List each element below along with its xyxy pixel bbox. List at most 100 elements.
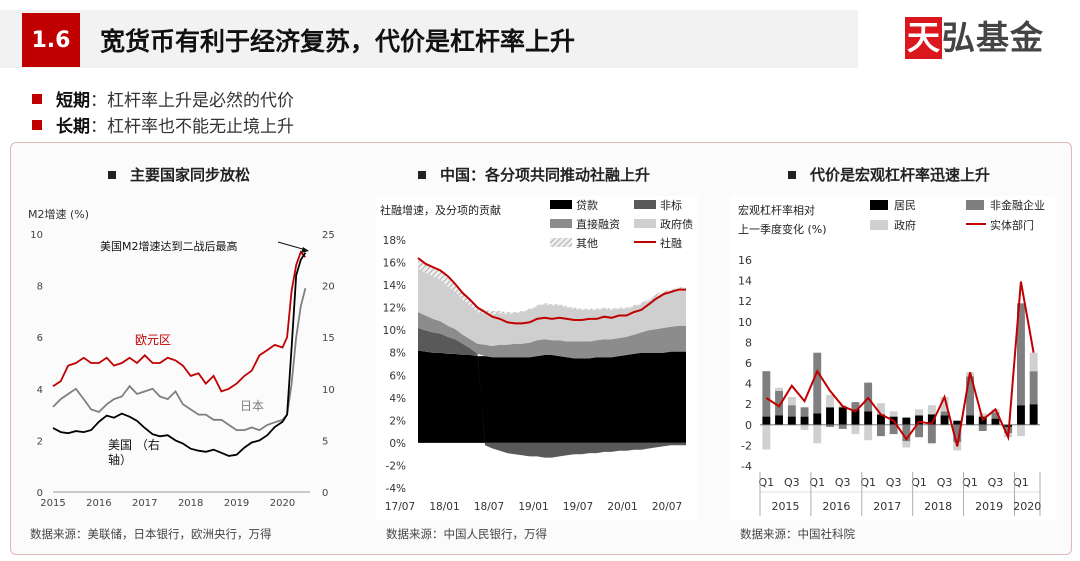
chart3-bar-government (813, 424, 822, 444)
chart3-x-tick: Q1 (860, 476, 876, 489)
chart3-bar-household (966, 415, 974, 425)
chart3-bar-household (787, 416, 796, 425)
chart2-legend-swatch (550, 200, 572, 209)
bullet-square-icon (32, 119, 42, 130)
title-square-icon (108, 170, 116, 179)
chart3-bar-government (1029, 352, 1038, 372)
chart2-y-tick: 12% (383, 303, 406, 315)
chart3-y-tick: -4 (741, 460, 752, 473)
chart3-legend-label: 居民 (894, 199, 916, 212)
chart3-bar-government (826, 394, 834, 408)
chart3-bar-corporate (1017, 303, 1025, 406)
chart2-x-tick: 19/01 (518, 501, 548, 513)
chart1-annotation-us-record: 美国M2增速达到二战后最高 (100, 239, 238, 253)
chart2-area-govt-bonds (418, 268, 686, 346)
page-title: 宽货币有利于经济复苏，代价是杠杆率上升 (100, 27, 576, 56)
chart3-bar-government (915, 409, 923, 416)
chart2-x-tick: 19/07 (563, 501, 593, 513)
chart3-legend-swatch (870, 220, 888, 230)
chart3-y-tick: 2 (745, 398, 752, 411)
chart2-x-tick: 20/07 (652, 501, 682, 513)
chart3-y-tick: 8 (745, 336, 752, 349)
chart2-x-tick: 18/07 (474, 501, 504, 513)
chart1-x-tick: 2017 (132, 498, 157, 509)
bullet-text: ：杠杆率也不能无止境上升 (90, 117, 294, 137)
chart3-bar-corporate (915, 424, 923, 438)
bullet-long-term: 长期 ：杠杆率也不能无止境上升 (32, 112, 294, 137)
chart3-bar-corporate (978, 424, 987, 431)
chart3-bar-government (877, 403, 885, 415)
chart2-area-direct-financing (418, 312, 686, 359)
chart2-y-tick: 4% (389, 393, 406, 405)
chart2-area-nonstandard (418, 327, 686, 458)
chart3-bar-government (1017, 424, 1025, 437)
chart3-y-tick: 10 (738, 316, 752, 329)
chart3-bar-corporate (927, 424, 936, 444)
chart3-year-label: 2020 (1013, 500, 1041, 513)
chart2-legend-swatch (550, 238, 572, 247)
chart1-x-tick: 2018 (178, 498, 203, 509)
chart1-label-us-line1: 美国 （右 (108, 437, 160, 452)
chart1-label-euro: 欧元区 (135, 333, 171, 347)
chart1-series-japan (52, 287, 307, 432)
chart1-series-euro (52, 250, 307, 393)
chart3-bar-corporate (826, 424, 834, 427)
chart1-left-tick: 4 (37, 385, 43, 396)
chart3-x-tick: Q3 (835, 476, 851, 489)
section-number: 1.6 (22, 13, 80, 67)
chart3-x-tick: Q1 (809, 476, 825, 489)
chart3-y-tick: 12 (738, 295, 752, 308)
chart3-bar-corporate (966, 376, 974, 416)
chart2-y-tick: 8% (389, 348, 406, 360)
chart3-bar-government (800, 424, 809, 430)
title-square-icon (788, 170, 796, 179)
chart2-legend-swatch (634, 219, 656, 228)
company-logo: 天 弘基金 (905, 14, 1044, 62)
chart2-social-financing: 社融增速，及分项的贡献 -4% -2% 0% 2% 4% 6% 8% 10% 12% 14% 16% 1… (376, 196, 698, 520)
chart3-bar-government (978, 413, 987, 417)
chart3-x-tick: Q1 (1013, 476, 1029, 489)
chart3-bar-household (826, 407, 834, 425)
chart3-background (730, 196, 1056, 520)
chart3-bar-household (877, 414, 885, 425)
chart2-y-tick: 6% (389, 370, 406, 382)
chart3-title: 代价是宏观杠杆率迅速上升 (788, 164, 990, 185)
chart3-y-tick: -2 (741, 439, 752, 452)
chart3-bar-household (1017, 405, 1025, 425)
chart2-x-tick: 18/01 (429, 501, 459, 513)
chart2-y-tick: 10% (383, 325, 406, 337)
chart3-bar-household (953, 420, 962, 425)
chart3-year-label: 2015 (771, 500, 799, 513)
chart3-bar-corporate (889, 424, 898, 435)
chart3-bar-household (775, 415, 783, 425)
chart3-legend-label: 实体部门 (990, 218, 1034, 232)
chart1-left-tick: 2 (37, 436, 43, 447)
chart2-source: 数据来源：中国人民银行，万得 (386, 527, 547, 541)
chart3-bar-corporate (813, 352, 822, 414)
chart3-x-tick: Q3 (886, 476, 902, 489)
chart1-m2-growth: M2增速 (%) 0 2 4 6 8 10 0 5 10 15 20 25 2015 2016 2017 201… (28, 207, 335, 509)
chart1-right-tick: 20 (322, 282, 335, 293)
chart1-right-tick: 0 (322, 488, 328, 499)
chart2-y-tick: -2% (386, 460, 406, 472)
chart3-bar-household (851, 409, 860, 425)
chart3-bar-government (864, 424, 873, 441)
chart3-legend-swatch (870, 200, 888, 210)
chart3-bar-household (940, 415, 949, 425)
chart3-bar-household (991, 418, 1000, 425)
chart3-bar-corporate (902, 424, 911, 442)
chart3-bar-household (927, 414, 936, 425)
chart2-y-tick: 2% (389, 415, 406, 427)
bullet-keyword: 短期 (56, 91, 90, 111)
chart3-year-label: 2017 (873, 500, 901, 513)
chart2-y-tick: 18% (383, 235, 406, 247)
chart3-bar-corporate (800, 407, 809, 417)
chart3-bar-government (902, 441, 911, 448)
chart3-bar-government (762, 424, 771, 450)
chart3-legend-label: 政府 (894, 218, 916, 232)
chart3-year-label: 2016 (822, 500, 850, 513)
chart3-bar-corporate (775, 390, 783, 416)
chart1-annotation-arrow (277, 241, 307, 251)
chart3-bar-corporate (1029, 371, 1038, 405)
